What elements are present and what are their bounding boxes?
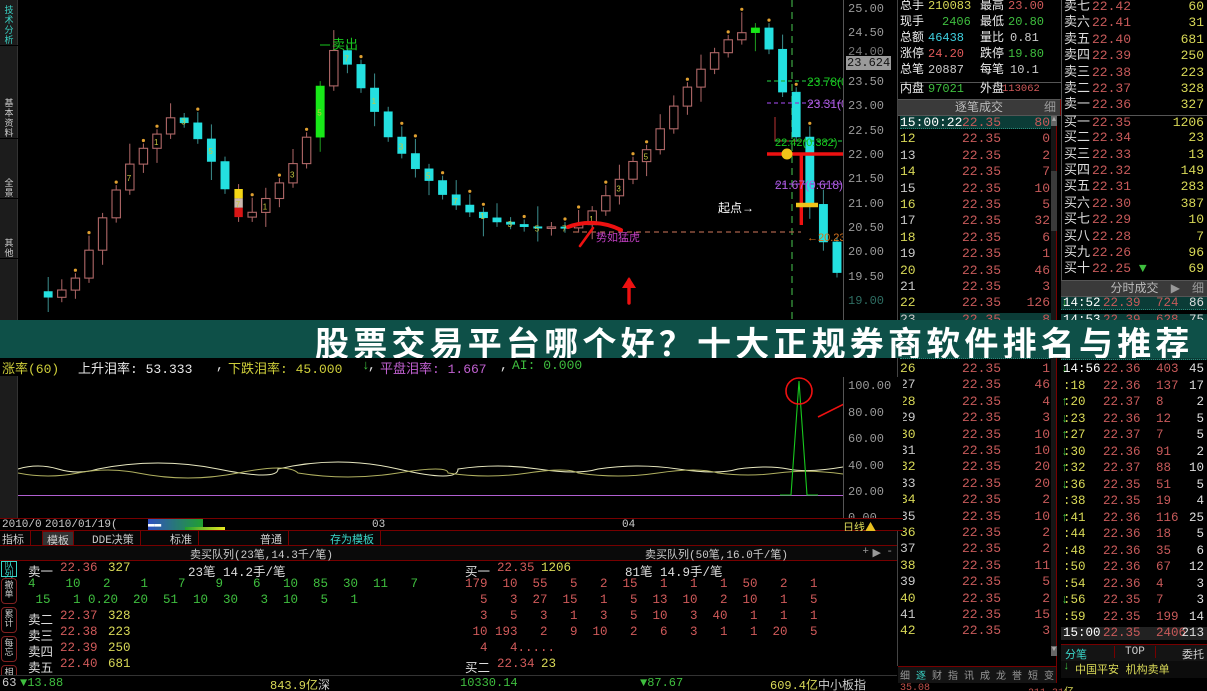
svg-text:7: 7 xyxy=(344,55,349,64)
svg-text:3: 3 xyxy=(399,142,404,151)
svg-text:3: 3 xyxy=(290,170,295,179)
svg-text:23.31(0.382): 23.31(0.382) xyxy=(807,97,843,111)
svg-text:22.42(0.382): 22.42(0.382) xyxy=(775,137,837,149)
svg-text:卖出: 卖出 xyxy=(332,37,358,52)
svg-text:1: 1 xyxy=(263,202,268,211)
svg-text:5: 5 xyxy=(535,225,540,234)
svg-text:5: 5 xyxy=(644,153,649,162)
svg-text:7: 7 xyxy=(127,174,132,183)
svg-text:3: 3 xyxy=(616,185,621,194)
svg-text:7: 7 xyxy=(453,197,458,206)
svg-text:3: 3 xyxy=(508,220,513,229)
svg-text:23.78(0.618): 23.78(0.618) xyxy=(807,75,843,89)
svg-text:7: 7 xyxy=(236,200,241,209)
svg-text:势如猛虎: 势如猛虎 xyxy=(596,230,640,244)
svg-text:21.67(0.618): 21.67(0.618) xyxy=(775,178,843,192)
svg-text:1: 1 xyxy=(372,97,377,106)
svg-text:5: 5 xyxy=(426,172,431,181)
svg-text:1: 1 xyxy=(480,212,485,221)
svg-text:5: 5 xyxy=(208,147,213,156)
svg-text:起点→: 起点→ xyxy=(718,201,754,215)
svg-text:3: 3 xyxy=(181,117,186,126)
svg-text:←20.23: ←20.23 xyxy=(807,232,843,244)
svg-text:5: 5 xyxy=(317,109,322,118)
svg-text:1: 1 xyxy=(154,138,159,147)
